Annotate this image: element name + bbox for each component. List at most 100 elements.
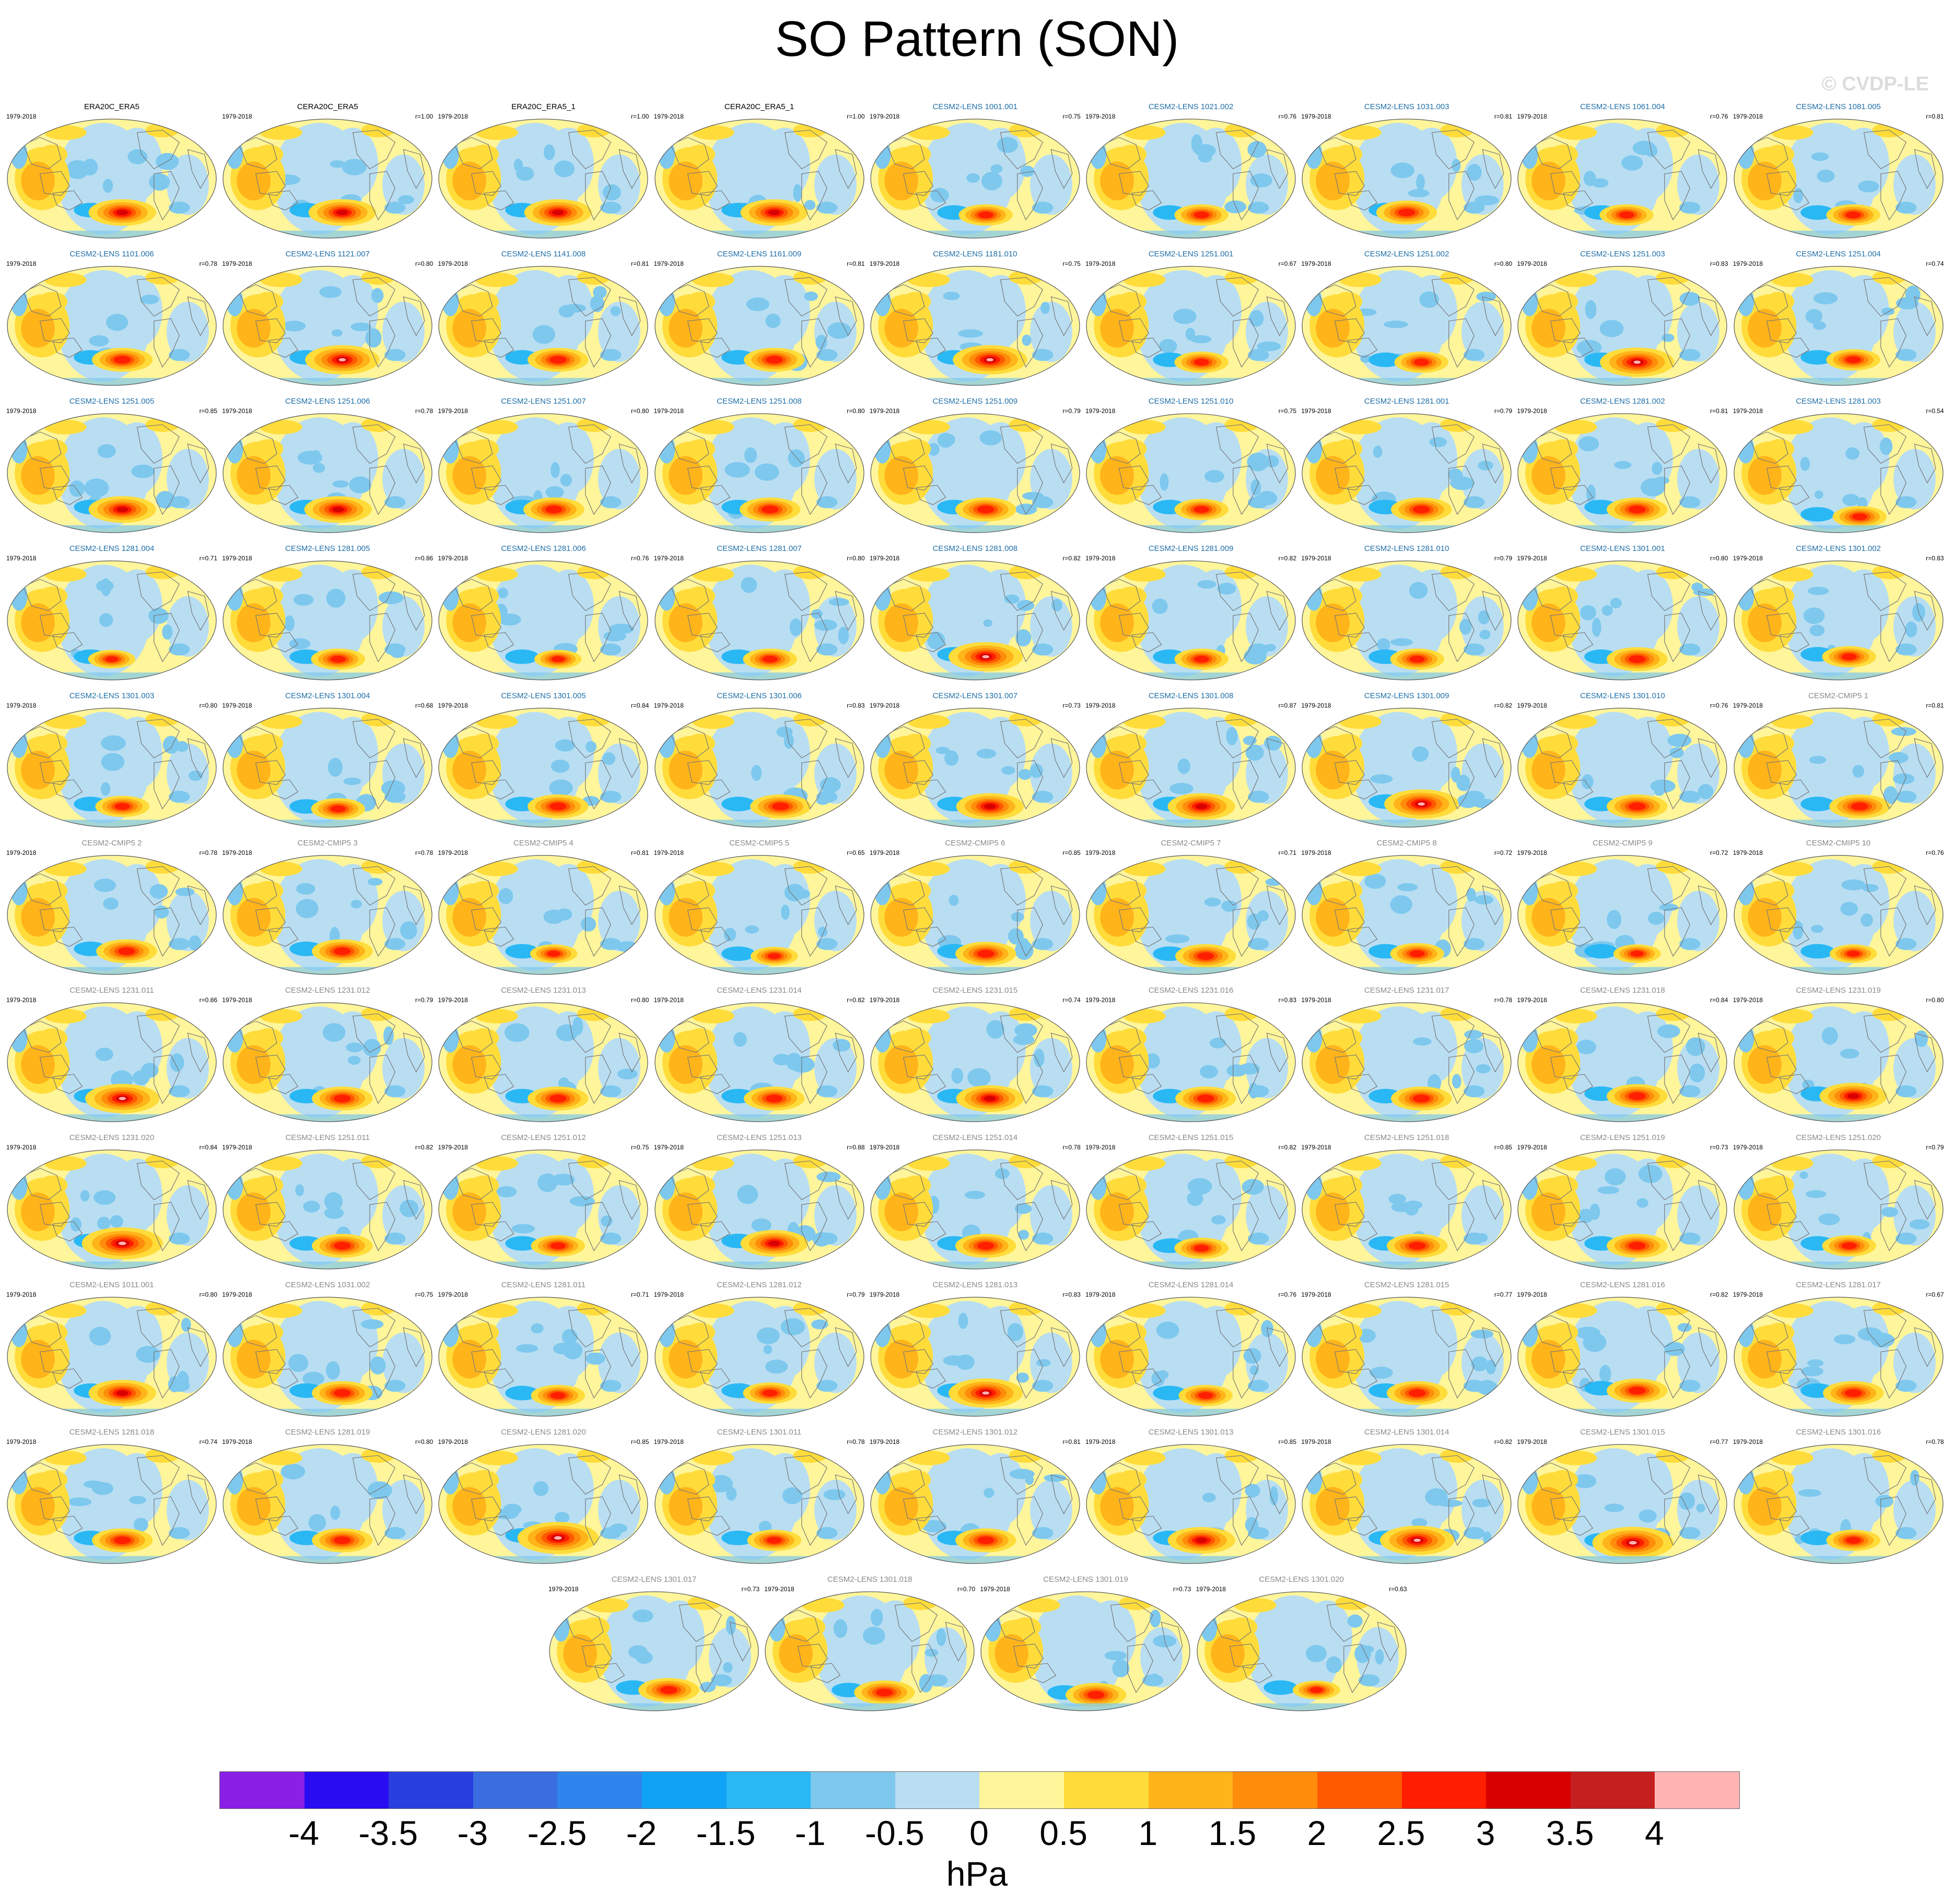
colorbar-swatch bbox=[389, 1772, 473, 1808]
panel-period: 1979-2018 bbox=[438, 1144, 468, 1151]
panel-title: ERA20C_ERA5 bbox=[84, 102, 139, 111]
so-pattern-map bbox=[1302, 1002, 1512, 1122]
panel-title: CESM2-CMIP5 8 bbox=[1376, 839, 1437, 848]
so-pattern-map bbox=[438, 1002, 648, 1122]
panel-period: 1979-2018 bbox=[438, 996, 468, 1004]
colorbar-tick-label: -3.5 bbox=[358, 1814, 418, 1852]
map-panel: CESM2-LENS 1281.017 1979-2018 r=0.67 bbox=[1731, 1280, 1946, 1421]
panel-period: 1979-2018 bbox=[1085, 1291, 1116, 1298]
so-pattern-map bbox=[223, 1444, 432, 1564]
so-pattern-map bbox=[1517, 413, 1727, 533]
panel-title: CESM2-LENS 1281.009 bbox=[1148, 544, 1234, 553]
so-pattern-map bbox=[1302, 1444, 1512, 1564]
panel-title: CESM2-LENS 1301.018 bbox=[827, 1575, 912, 1584]
so-pattern-map bbox=[1733, 855, 1944, 975]
panel-period: 1979-2018 bbox=[1733, 1144, 1763, 1151]
so-pattern-map bbox=[1086, 119, 1296, 239]
panel-title: CESM2-LENS 1181.010 bbox=[933, 250, 1017, 258]
panel-pattern-correlation: r=0.80 bbox=[631, 407, 649, 415]
panel-title: CESM2-LENS 1301.006 bbox=[717, 691, 802, 700]
so-pattern-map bbox=[7, 1297, 217, 1417]
panel-title: CESM2-LENS 1251.007 bbox=[501, 397, 586, 406]
panel-title: CESM2-LENS 1281.010 bbox=[1364, 544, 1449, 553]
colorbar-tick-label: 0.5 bbox=[1039, 1814, 1087, 1852]
so-pattern-map bbox=[1302, 708, 1512, 828]
panel-period: 1979-2018 bbox=[869, 260, 900, 267]
panel-pattern-correlation: r=0.80 bbox=[631, 996, 649, 1004]
so-pattern-map bbox=[1302, 855, 1512, 975]
panel-pattern-correlation: r=0.78 bbox=[1494, 996, 1513, 1004]
colorbar-tick-label: -3 bbox=[457, 1814, 488, 1852]
panel-pattern-correlation: r=0.85 bbox=[1494, 1144, 1513, 1151]
so-pattern-map bbox=[870, 560, 1080, 680]
map-panel: CESM2-LENS 1031.002 1979-2018 r=0.75 bbox=[220, 1280, 435, 1421]
colorbar-tick-label: 4 bbox=[1645, 1814, 1664, 1852]
panel-period: 1979-2018 bbox=[6, 555, 37, 562]
panel-pattern-correlation: r=0.85 bbox=[199, 407, 217, 415]
panel-pattern-correlation: r=0.74 bbox=[199, 1438, 217, 1445]
panel-period: 1979-2018 bbox=[222, 1291, 252, 1298]
so-pattern-map bbox=[223, 119, 432, 239]
panel-period: 1979-2018 bbox=[1517, 996, 1547, 1004]
map-panel: CESM2-LENS 1251.003 1979-2018 r=0.83 bbox=[1515, 250, 1730, 391]
map-panel: CESM2-LENS 1281.007 1979-2018 r=0.80 bbox=[652, 544, 867, 685]
panel-pattern-correlation: r=0.82 bbox=[847, 996, 865, 1004]
panel-period: 1979-2018 bbox=[869, 407, 900, 415]
so-pattern-map bbox=[7, 1002, 217, 1122]
panel-pattern-correlation: r=0.82 bbox=[1278, 555, 1296, 562]
panel-pattern-correlation: r=0.78 bbox=[415, 849, 434, 856]
so-pattern-map bbox=[7, 266, 217, 386]
map-panel: CESM2-LENS 1281.013 1979-2018 r=0.83 bbox=[868, 1280, 1083, 1421]
panel-title: CESM2-LENS 1301.004 bbox=[285, 691, 370, 700]
colorbar-swatch bbox=[1148, 1772, 1233, 1808]
map-panel: CESM2-LENS 1281.016 1979-2018 r=0.82 bbox=[1515, 1280, 1730, 1421]
map-panel: CESM2-LENS 1251.015 1979-2018 r=0.82 bbox=[1083, 1133, 1298, 1274]
map-panel: CESM2-LENS 1281.005 1979-2018 r=0.86 bbox=[220, 544, 435, 685]
so-pattern-map bbox=[1517, 855, 1727, 975]
map-panel: CESM2-LENS 1181.010 1979-2018 r=0.75 bbox=[868, 250, 1083, 391]
panel-title: CESM2-LENS 1281.016 bbox=[1580, 1280, 1665, 1289]
so-pattern-map bbox=[438, 1444, 648, 1564]
panel-period: 1979-2018 bbox=[1301, 555, 1331, 562]
so-pattern-map bbox=[654, 413, 864, 533]
panel-pattern-correlation: r=0.67 bbox=[1278, 260, 1296, 267]
colorbar-swatch bbox=[726, 1772, 811, 1808]
colorbar-tick-label: 1.5 bbox=[1208, 1814, 1257, 1852]
colorbar-tick-label: 3.5 bbox=[1546, 1814, 1594, 1852]
panel-title: CESM2-LENS 1231.012 bbox=[285, 986, 370, 995]
panel-pattern-correlation: r=0.78 bbox=[415, 407, 434, 415]
panel-period: 1979-2018 bbox=[653, 702, 684, 709]
so-pattern-map bbox=[870, 266, 1080, 386]
so-pattern-map bbox=[1086, 1002, 1296, 1122]
map-panel: CESM2-LENS 1281.015 1979-2018 r=0.77 bbox=[1299, 1280, 1514, 1421]
panel-period: 1979-2018 bbox=[653, 1291, 684, 1298]
panel-period: 1979-2018 bbox=[6, 996, 37, 1004]
map-panel: CESM2-CMIP5 4 1979-2018 r=0.81 bbox=[436, 839, 651, 980]
so-pattern-map bbox=[438, 855, 648, 975]
panel-title: CESM2-LENS 1251.002 bbox=[1364, 250, 1449, 258]
panel-period: 1979-2018 bbox=[438, 702, 468, 709]
panel-period: 1979-2018 bbox=[869, 1438, 900, 1445]
colorbar-swatch bbox=[811, 1772, 895, 1808]
so-pattern-map bbox=[870, 1149, 1080, 1270]
map-panel: CESM2-LENS 1251.002 1979-2018 r=0.80 bbox=[1299, 250, 1514, 391]
so-pattern-map bbox=[1517, 119, 1727, 239]
panel-period: 1979-2018 bbox=[1085, 702, 1116, 709]
so-pattern-map bbox=[223, 1297, 432, 1417]
map-panel: CESM2-LENS 1231.013 1979-2018 r=0.80 bbox=[436, 986, 651, 1127]
panel-pattern-correlation: r=0.76 bbox=[1710, 113, 1728, 120]
panel-period: 1979-2018 bbox=[869, 849, 900, 856]
map-panel: CESM2-LENS 1251.009 1979-2018 r=0.79 bbox=[868, 397, 1083, 538]
panel-pattern-correlation: r=0.82 bbox=[1278, 1144, 1296, 1151]
map-panel: CESM2-LENS 1251.010 1979-2018 r=0.75 bbox=[1083, 397, 1298, 538]
panel-period: 1979-2018 bbox=[1301, 849, 1331, 856]
panel-pattern-correlation: r=0.73 bbox=[741, 1585, 759, 1593]
panel-pattern-correlation: r=0.75 bbox=[1062, 260, 1081, 267]
panel-period: 1979-2018 bbox=[222, 702, 252, 709]
so-pattern-map bbox=[438, 708, 648, 828]
map-panel: CESM2-LENS 1251.005 1979-2018 r=0.85 bbox=[4, 397, 219, 538]
map-panel: CESM2-LENS 1301.011 1979-2018 r=0.78 bbox=[652, 1428, 867, 1569]
colorbar-swatch bbox=[895, 1772, 980, 1808]
so-pattern-map bbox=[1517, 1149, 1727, 1270]
panel-period: 1979-2018 bbox=[1733, 702, 1763, 709]
